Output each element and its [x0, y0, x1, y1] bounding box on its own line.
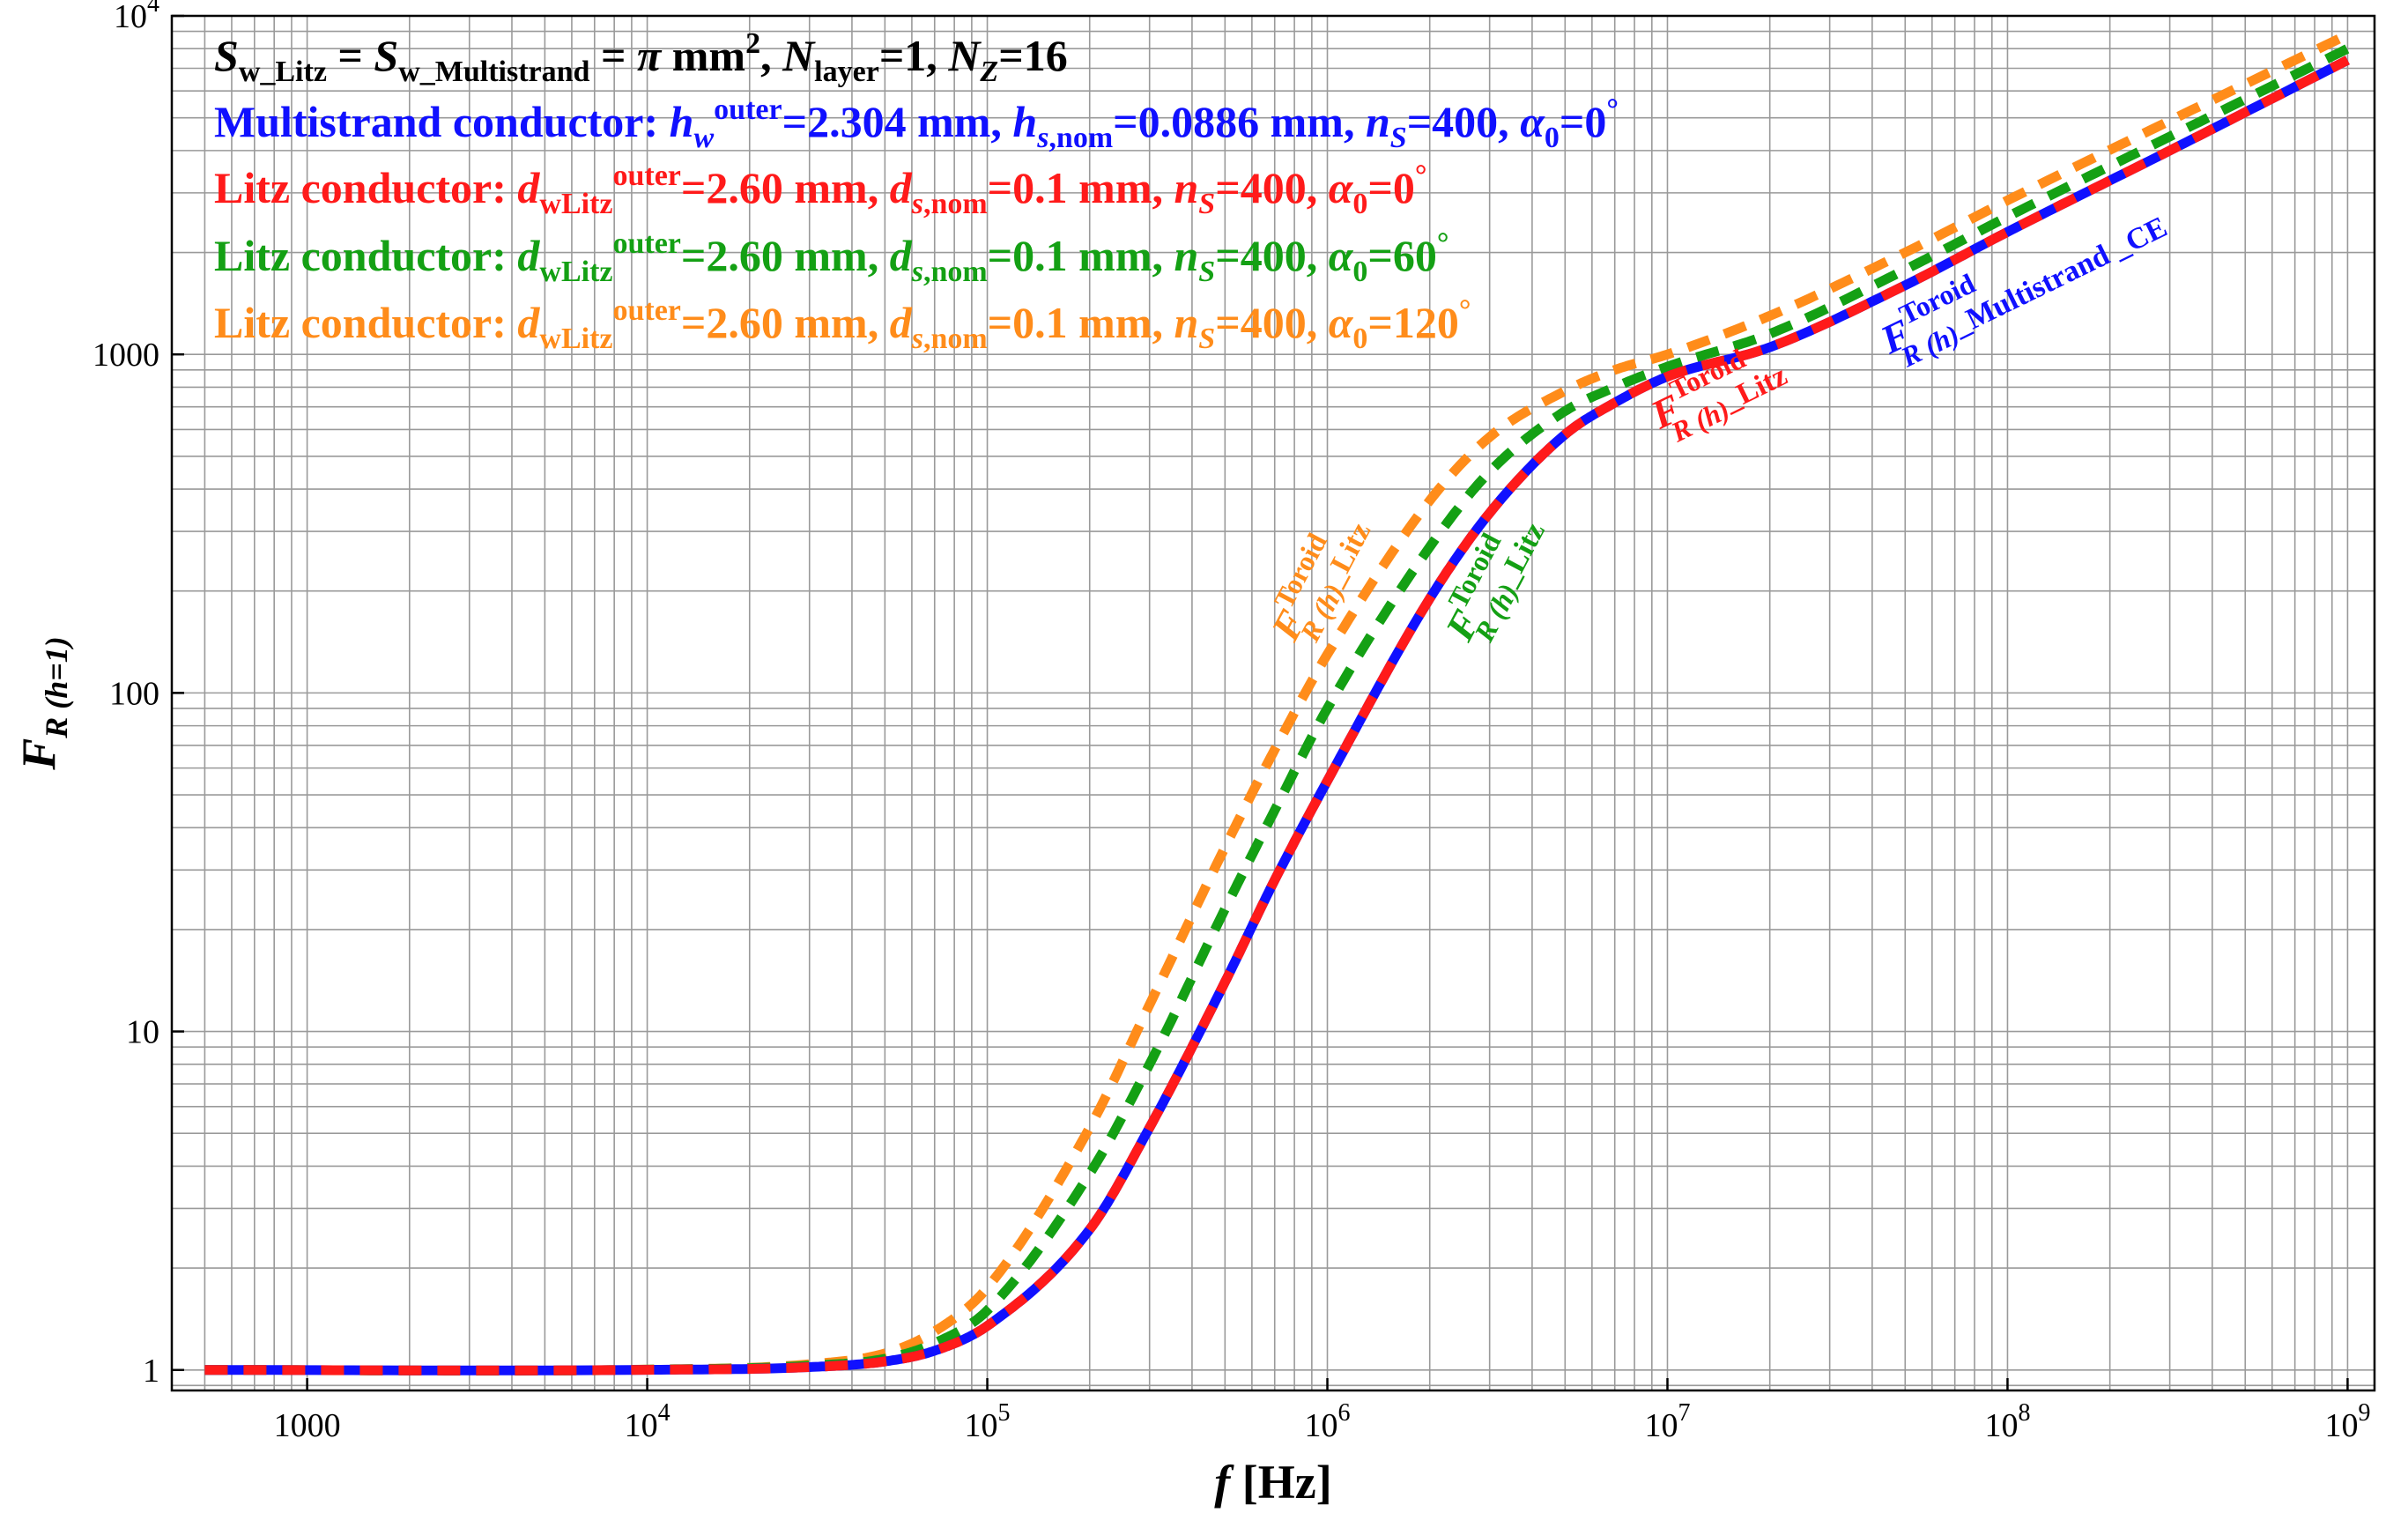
series-line-1 — [204, 44, 2350, 1375]
x-tick-label: 1000 — [274, 1407, 341, 1444]
grid — [171, 15, 2375, 1390]
x-tick-label: 108 — [1984, 1399, 2030, 1444]
axis-titles: f [Hz] FR (h=1) — [12, 636, 1332, 1509]
y-tick-label: 10 — [126, 1014, 159, 1051]
y-axis-title: FR (h=1) — [12, 636, 74, 771]
legend: Sw_Litz = Sw_Multistrand = π mm2, Nlayer… — [214, 27, 1619, 355]
legend-line-4: Litz conductor: dwLitzouter=2.60 mm, ds,… — [214, 294, 1471, 355]
svg-text:FR (h=1): FR (h=1) — [12, 636, 74, 771]
y-tick-label: 100 — [109, 675, 159, 712]
legend-line-0: Sw_Litz = Sw_Multistrand = π mm2, Nlayer… — [214, 27, 1068, 88]
series-line-3 — [204, 56, 2350, 1375]
x-axis-title: f [Hz] — [1214, 1456, 1331, 1509]
y-tick-label: 104 — [114, 0, 159, 35]
x-tick-label: 104 — [625, 1399, 671, 1444]
x-tick-label: 105 — [965, 1399, 1011, 1444]
plot-frame — [170, 14, 2376, 1392]
x-tick-label: 106 — [1305, 1399, 1351, 1444]
series-group — [204, 30, 2350, 1376]
legend-line-2: Litz conductor: dwLitzouter=2.60 mm, ds,… — [214, 159, 1426, 220]
x-tick-label: 107 — [1644, 1399, 1690, 1444]
y-tick-label: 1 — [143, 1353, 159, 1390]
series-line-0 — [204, 30, 2350, 1376]
legend-line-1: Multistrand conductor: hwouter=2.304 mm,… — [214, 93, 1619, 154]
x-tick-label: 109 — [2324, 1399, 2370, 1444]
legend-line-3: Litz conductor: dwLitzouter=2.60 mm, ds,… — [214, 227, 1449, 288]
y-tick-label: 1000 — [93, 337, 159, 374]
ticks — [172, 14, 2349, 1390]
